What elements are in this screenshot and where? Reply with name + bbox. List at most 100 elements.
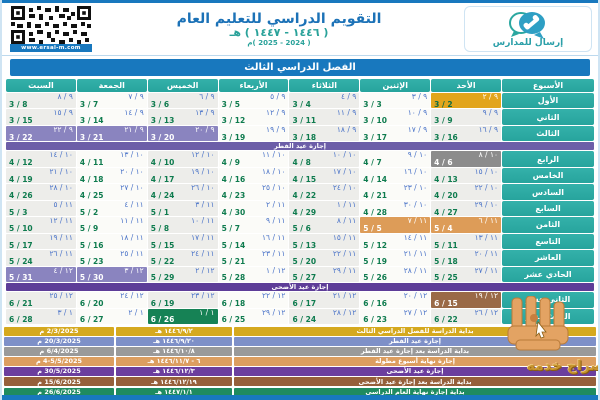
week-label: التاسع xyxy=(502,233,594,250)
calendar-day-cell: ١١ / ٢٧ 5 / 25 xyxy=(431,266,501,283)
calendar-day-cell: ١١ / ١١ 5 / 9 xyxy=(76,217,147,233)
calendar-day-cell: ١١ / ١٩ 5 / 17 xyxy=(6,233,76,250)
calendar-day-cell: ١١ / ١٢ 5 / 10 xyxy=(6,217,76,233)
calendar-day-cell: ١٢ / ٢٦ 6 / 22 xyxy=(431,308,501,324)
hijri-date: ١١ / ٤ xyxy=(124,200,144,209)
gregorian-date: 4 / 23 xyxy=(221,191,246,200)
hijri-date: ١٢ / ٢٠ xyxy=(403,292,428,301)
summary-gregorian-date: 20/3/2025 م xyxy=(4,337,114,346)
calendar-day-cell: ٩ / ٢٢ 3 / 22 xyxy=(6,125,76,142)
gregorian-date: 6 / 22 xyxy=(434,315,458,324)
calendar-day-cell: ١١ / ٢٦ 5 / 24 xyxy=(6,250,76,266)
calendar-day-cell: ١٢ / ٢٤ 6 / 20 xyxy=(76,292,147,308)
calendar-day-cell: ١٠ / ٢٩ 4 / 27 xyxy=(431,200,501,217)
semester-banner: الفصل الدراسي الثالث xyxy=(10,59,590,76)
hijri-date: ٩ / ٨ xyxy=(57,93,73,101)
hijri-date: ١١ / ١٠ xyxy=(191,217,215,226)
hijri-date: ١٠ / ١١ xyxy=(262,151,286,160)
day-header-3: الأربعاء xyxy=(218,79,289,92)
hijri-date: ١٠ / ١٦ xyxy=(403,167,428,176)
gregorian-date: 3 / 19 xyxy=(221,132,246,142)
hijri-date: ١١ / ٨ xyxy=(336,217,357,226)
calendar-day-cell: ١ / ٢ 6 / 27 xyxy=(76,308,147,324)
gregorian-date: 5 / 16 xyxy=(79,240,104,250)
calendar-day-cell: ٩ / ٨ 3 / 8 xyxy=(6,93,76,109)
hijri-date: ١١ / ٢٤ xyxy=(191,250,215,259)
week-label: الحادي عشر xyxy=(502,266,594,283)
day-header-4: الخميس xyxy=(147,79,218,92)
hijri-date: ١٠ / ٢٤ xyxy=(332,184,357,193)
summary-row: بداية الدراسة بعد إجازة عيد الأضحى ١٤٤٦/١… xyxy=(4,377,596,387)
hijri-date: ١١ / ٣ xyxy=(195,200,215,209)
hijri-date: ١ / ٢ xyxy=(128,308,144,317)
gregorian-date: 6 / 16 xyxy=(363,298,387,308)
gregorian-date: 5 / 10 xyxy=(9,224,33,233)
hijri-date: ١٠ / ٨ xyxy=(478,151,498,160)
gregorian-date: 5 / 25 xyxy=(434,273,458,283)
ersal-logo-card: إرسال للمدارس xyxy=(464,6,592,52)
gregorian-date: 5 / 19 xyxy=(363,257,387,266)
calendar-day-cell: ١٠ / ١٤ 4 / 12 xyxy=(6,151,76,167)
hijri-date: ٩ / ٥ xyxy=(270,93,286,101)
gregorian-date: 4 / 14 xyxy=(363,174,387,184)
hijri-date: ١٢ / ٢٥ xyxy=(49,292,73,301)
calendar-day-cell: ١١ / ١٨ 5 / 16 xyxy=(76,233,147,250)
calendar-day-cell: ١ / ٣ 6 / 28 xyxy=(6,308,76,324)
gregorian-date: 4 / 17 xyxy=(150,174,175,184)
calendar-day-cell: ٩ / ١١ 3 / 11 xyxy=(289,109,360,125)
hijri-date: ١١ / ١٥ xyxy=(332,233,357,242)
calendar-day-cell: ٩ / ١٧ 3 / 17 xyxy=(360,125,431,142)
page-title: التقويم الدراسي للتعليم العام xyxy=(176,10,382,27)
summary-hijri-date: ٦ - ١٤٤٦/١١/٧ هـ xyxy=(116,357,232,366)
gregorian-date: 4 / 26 xyxy=(9,191,33,200)
hijri-date: ٩ / ٢٢ xyxy=(53,125,73,134)
calendar-day-cell: ١٢ / ٢٨ 6 / 24 xyxy=(289,308,360,324)
summary-gregorian-date: 26/6/2025 م xyxy=(4,387,114,397)
calendar-day-cell: ٩ / ٥ 3 / 5 xyxy=(218,93,289,109)
summary-label: بداية الدراسة بعد إجازة عيد الفطر xyxy=(234,347,596,356)
hijri-date: ٩ / ١٣ xyxy=(195,109,215,118)
gregorian-date: 6 / 18 xyxy=(221,298,246,308)
hijri-date: ٩ / ١٢ xyxy=(266,109,286,118)
gregorian-date: 3 / 21 xyxy=(79,132,104,142)
hijri-date: ١٠ / ٢١ xyxy=(49,167,73,176)
gregorian-date: 3 / 20 xyxy=(150,132,175,142)
page-header: إرسال للمدارس التقويم الدراسي للتعليم ال… xyxy=(2,3,598,56)
summary-row: بداية إجازة نهاية العام الدراسي ١٤٤٧/١/١ … xyxy=(4,387,596,397)
gregorian-date: 5 / 21 xyxy=(221,257,246,266)
calendar-day-cell: ١٢ / ٢٩ 6 / 25 xyxy=(218,308,289,324)
gregorian-date: 4 / 20 xyxy=(434,191,458,200)
gregorian-date: 5 / 29 xyxy=(150,273,175,283)
calendar-day-cell: ١٢ / ٢٢ 6 / 18 xyxy=(218,292,289,308)
calendar-day-cell: ١٠ / ٢٧ 4 / 25 xyxy=(76,184,147,200)
gregorian-date: 6 / 21 xyxy=(9,298,33,308)
calendar-day-cell: ١٠ / ١٠ 4 / 8 xyxy=(289,151,360,167)
summary-gregorian-date: 4-5/5/2025 م xyxy=(4,357,114,366)
gregorian-date: 3 / 7 xyxy=(79,99,99,109)
gregorian-date: 5 / 3 xyxy=(9,207,28,217)
hijri-date: ١ / ١ xyxy=(199,308,215,317)
gregorian-date: 5 / 8 xyxy=(150,224,170,233)
gregorian-date: 5 / 14 xyxy=(221,240,246,250)
hijri-date: ٩ / ٣ xyxy=(411,93,428,101)
hijri-date: ١١ / ١٨ xyxy=(120,233,144,242)
summary-row: إجازة عيد الأضحى ١٤٤٦/١٢/٣ هـ 30/5/2025 م xyxy=(4,367,596,376)
gregorian-date: 6 / 23 xyxy=(363,315,387,324)
calendar-day-cell: ١٠ / ١٢ 4 / 10 xyxy=(147,151,218,167)
calendar-day-cell: ١٠ / ٢٨ 4 / 26 xyxy=(6,184,76,200)
title-block: التقويم الدراسي للتعليم العام ( ١٤٤٦ - ١… xyxy=(94,11,464,48)
hijri-date: ٩ / ٤ xyxy=(340,93,357,101)
calendar-day-cell: ٩ / ١٥ 3 / 15 xyxy=(6,109,76,125)
calendar-day-cell: ١١ / ١٤ 5 / 12 xyxy=(360,233,431,250)
hijri-date: ١٠ / ٣٠ xyxy=(403,200,428,209)
calendar-day-cell: ١٢ / ٢٧ 6 / 23 xyxy=(360,308,431,324)
gregorian-date: 3 / 14 xyxy=(79,116,104,125)
gregorian-date: 5 / 9 xyxy=(79,224,99,233)
summary-gregorian-date: 30/5/2025 م xyxy=(4,367,114,376)
day-header-1: الإثنين xyxy=(360,79,431,92)
week-label: الثامن xyxy=(502,217,594,233)
hijri-date: ١٢ / ٢ xyxy=(195,266,215,275)
hijri-date: ١١ / ٢٢ xyxy=(332,250,357,259)
calendar-day-cell: ١٠ / ١١ 4 / 9 xyxy=(218,151,289,167)
top-border-bar xyxy=(2,0,598,3)
